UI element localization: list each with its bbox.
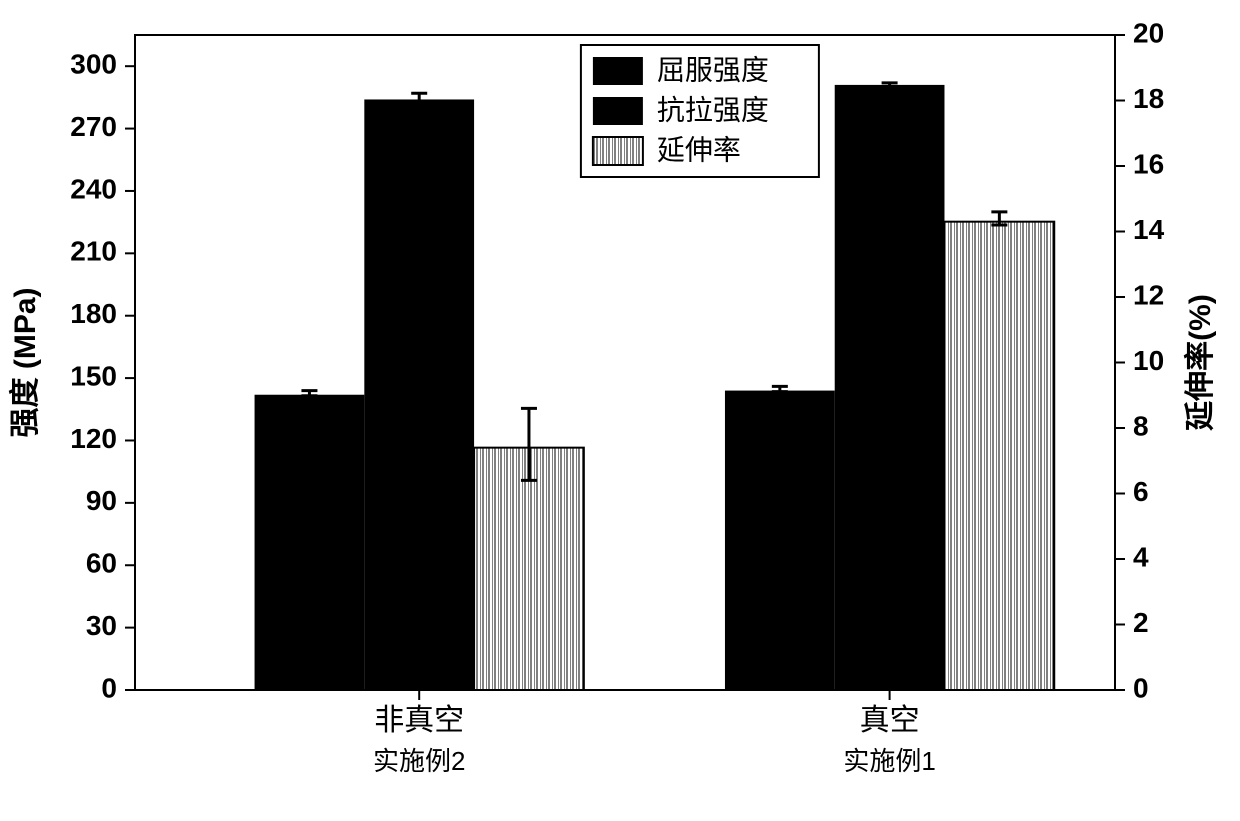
svg-text:0: 0 — [101, 672, 117, 703]
svg-text:16: 16 — [1133, 148, 1164, 179]
svg-text:实施例1: 实施例1 — [843, 746, 935, 776]
svg-text:2: 2 — [1133, 607, 1149, 638]
svg-text:60: 60 — [86, 548, 117, 579]
svg-text:150: 150 — [70, 360, 117, 391]
svg-text:120: 120 — [70, 423, 117, 454]
bar-tensile-1 — [835, 85, 945, 690]
bar-elongation-0 — [474, 448, 584, 690]
svg-text:实施例2: 实施例2 — [373, 746, 465, 776]
legend-label-yield: 屈服强度 — [657, 54, 769, 85]
svg-text:6: 6 — [1133, 476, 1149, 507]
svg-text:0: 0 — [1133, 672, 1149, 703]
svg-text:180: 180 — [70, 298, 117, 329]
svg-text:强度 (MPa): 强度 (MPa) — [9, 288, 42, 438]
svg-text:14: 14 — [1133, 214, 1165, 245]
svg-text:12: 12 — [1133, 279, 1164, 310]
svg-text:4: 4 — [1133, 541, 1149, 572]
svg-text:真空: 真空 — [860, 704, 920, 737]
bar-yield-1 — [725, 391, 835, 690]
legend-swatch-yield — [593, 57, 643, 85]
legend-swatch-tensile — [593, 97, 643, 125]
legend-swatch-elongation — [593, 137, 643, 165]
chart-svg: 0 30 60 90 120 150 180 210 240 270 300 0 2 4 6 8 10 12 14 1… — [0, 0, 1240, 821]
svg-text:300: 300 — [70, 49, 117, 80]
svg-text:8: 8 — [1133, 410, 1149, 441]
svg-text:10: 10 — [1133, 345, 1164, 376]
svg-text:非真空: 非真空 — [374, 704, 464, 737]
legend-label-elongation: 延伸率 — [657, 134, 741, 165]
svg-text:延伸率(%): 延伸率(%) — [1184, 294, 1217, 432]
svg-text:90: 90 — [86, 485, 117, 516]
chart-container: 0 30 60 90 120 150 180 210 240 270 300 0 2 4 6 8 10 12 14 1… — [0, 0, 1240, 821]
legend-label-tensile: 抗拉强度 — [657, 94, 769, 125]
svg-text:20: 20 — [1133, 17, 1164, 48]
bar-yield-0 — [255, 395, 365, 690]
bar-elongation-1 — [944, 222, 1054, 690]
svg-text:30: 30 — [86, 610, 117, 641]
svg-text:18: 18 — [1133, 83, 1164, 114]
bar-tensile-0 — [364, 99, 474, 690]
svg-text:240: 240 — [70, 173, 117, 204]
svg-text:210: 210 — [70, 236, 117, 267]
svg-text:270: 270 — [70, 111, 117, 142]
